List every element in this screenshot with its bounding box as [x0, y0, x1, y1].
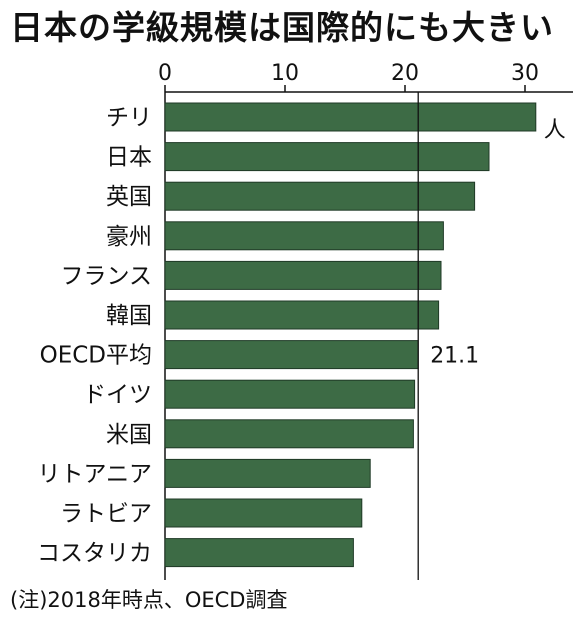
x-tick-label: 0 [158, 61, 172, 86]
unit-label: 人 [544, 118, 566, 143]
bar [164, 260, 442, 290]
bar [164, 102, 537, 132]
category-label: ラトビア [60, 501, 152, 527]
chart-title: 日本の学級規模は国際的にも大きい [10, 8, 554, 47]
category-label: コスタリカ [37, 541, 152, 567]
x-tick-label: 10 [271, 61, 299, 86]
category-label: フランス [60, 263, 152, 289]
category-label: OECD平均 [40, 343, 152, 369]
bar [164, 142, 490, 172]
bars-group [164, 102, 537, 568]
category-label: 米国 [106, 422, 152, 448]
bar [164, 181, 476, 211]
category-label: 英国 [106, 184, 152, 210]
category-label: 日本 [106, 145, 152, 171]
oecd-average-label: 21.1 [430, 344, 479, 369]
chart-note: (注)2018年時点、OECD調査 [10, 588, 288, 612]
bar [164, 538, 354, 568]
category-label: 豪州 [106, 224, 152, 250]
x-tick-label: 30 [511, 61, 539, 86]
category-label: ドイツ [83, 382, 152, 408]
x-tick-label: 20 [391, 61, 419, 86]
bar [164, 379, 416, 409]
x-axis-ticks: 0 10 20 30 [158, 61, 573, 580]
chart-annotations: 21.1 人 [417, 92, 566, 580]
category-label: リトアニア [37, 461, 152, 487]
bar [164, 419, 414, 449]
bar [164, 340, 419, 370]
bar [164, 221, 444, 251]
bar [164, 300, 440, 330]
category-label: 韓国 [106, 303, 152, 329]
category-label: チリ [106, 105, 152, 131]
bar [164, 498, 363, 528]
bar [164, 458, 371, 488]
